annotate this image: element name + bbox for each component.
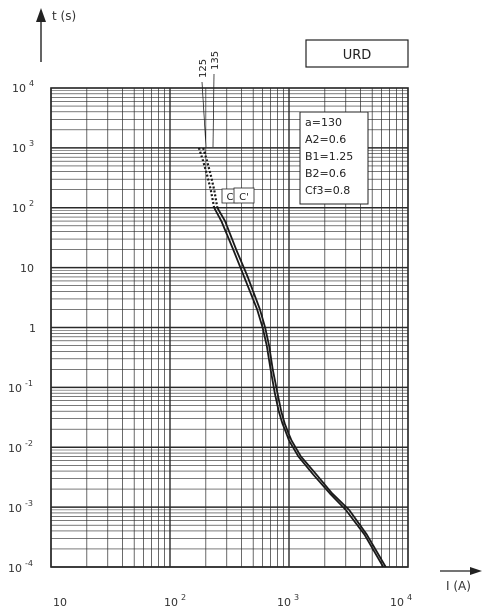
y-tick-label: 10 3 — [12, 139, 34, 155]
y-tick-label: 10 -4 — [8, 559, 33, 575]
param-b2: B2=0.6 — [305, 167, 346, 180]
label-c: C — [227, 192, 234, 203]
x-axis-title: I (A) — [446, 579, 471, 593]
param-a: a=130 — [305, 116, 342, 129]
series-2-dotted-line — [202, 147, 219, 208]
series-group — [197, 147, 387, 568]
y-tick-labels: 10 4 10 3 10 2 10 1 10 -1 10 -2 10 -3 10 -4 — [8, 79, 36, 575]
y-axis-title: t (s) — [52, 9, 76, 23]
y-tick-label: 10 -3 — [8, 499, 33, 515]
param-cf3: Cf3=0.8 — [305, 184, 350, 197]
x-tick-label: 10 4 — [390, 593, 412, 609]
y-tick-label: 10 — [20, 262, 34, 275]
series-2-line — [216, 207, 387, 568]
y-tick-label: 1 — [29, 322, 36, 335]
label-c-prime: C' — [239, 192, 249, 203]
x-tick-labels: 10 10 2 10 3 10 4 — [53, 593, 412, 609]
chart-title: URD — [343, 48, 372, 63]
curve-label-135: 135 — [210, 51, 221, 148]
series-1-dotted-line — [197, 147, 216, 208]
title-box: URD — [305, 39, 409, 68]
x-tick-label: 10 — [53, 596, 67, 609]
y-tick-label: 10 4 — [12, 79, 34, 95]
y-axis-arrow — [36, 8, 46, 62]
grid — [50, 88, 408, 568]
series-1-line — [213, 207, 385, 568]
y-tick-label: 10 -1 — [8, 379, 33, 395]
y-tick-label: 10 -2 — [8, 439, 33, 455]
param-a2: A2=0.6 — [305, 133, 346, 146]
label-125: 125 — [198, 59, 209, 78]
x-tick-label: 10 3 — [277, 593, 299, 609]
label-135: 135 — [210, 51, 221, 70]
c-prime-marker: C' — [233, 187, 255, 204]
y-tick-label: 10 2 — [12, 199, 34, 215]
x-axis-arrow — [440, 567, 482, 575]
x-tick-label: 10 2 — [164, 593, 186, 609]
curve-label-125: 125 — [198, 59, 209, 148]
parameter-box: a=130 A2=0.6 B1=1.25 B2=0.6 Cf3=0.8 — [299, 111, 369, 205]
param-b1: B1=1.25 — [305, 150, 353, 163]
